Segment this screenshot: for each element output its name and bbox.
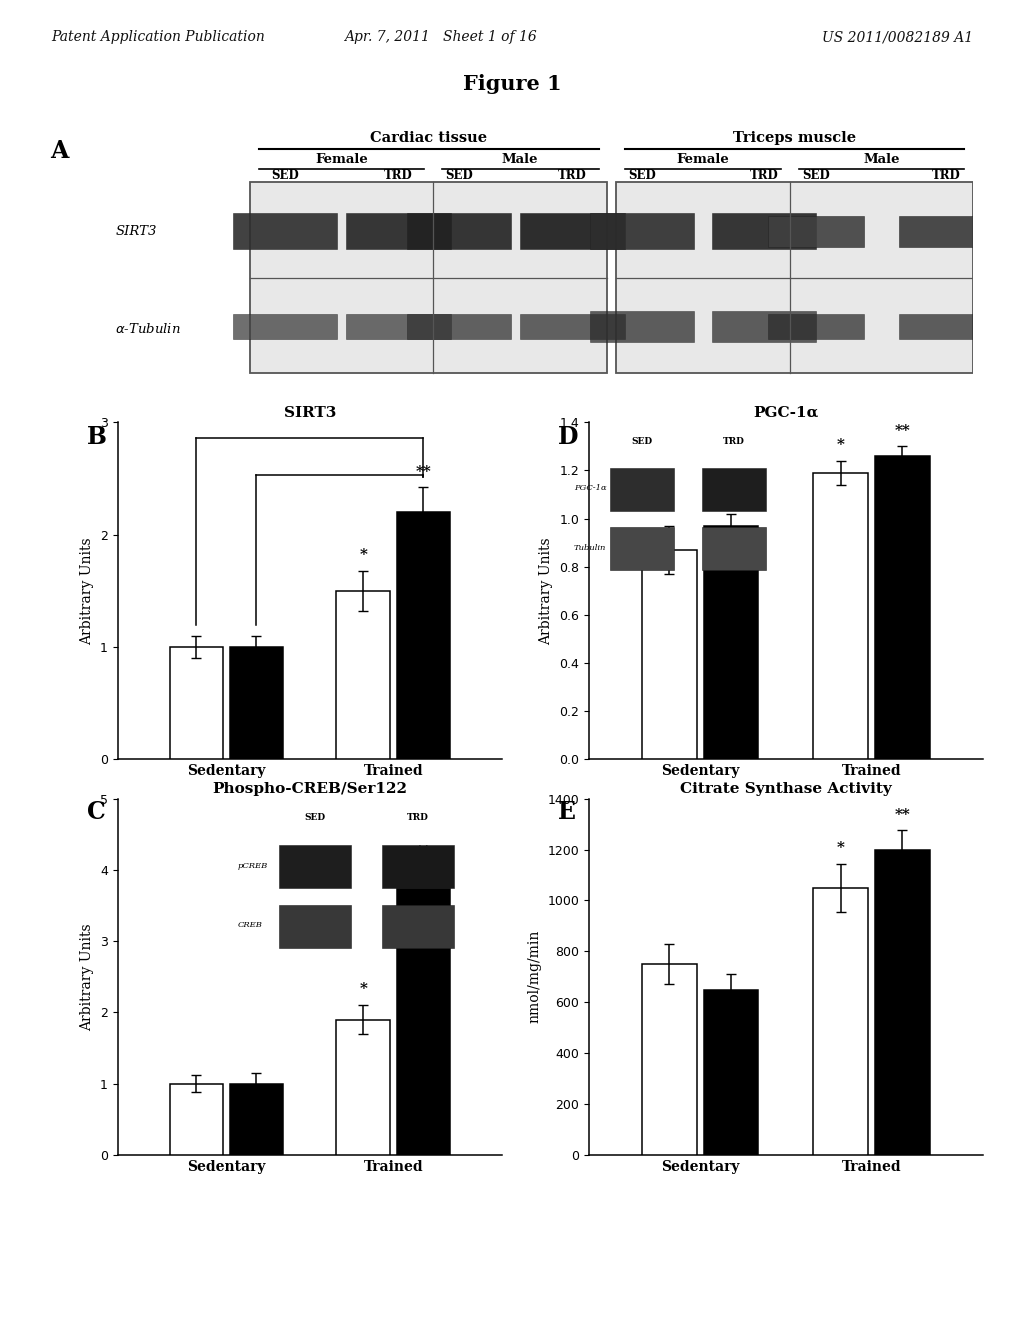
- Text: TRD: TRD: [384, 169, 413, 182]
- Text: SED: SED: [271, 169, 299, 182]
- Text: SIRT3: SIRT3: [116, 224, 157, 238]
- Bar: [616, 182, 973, 372]
- Bar: [229, 647, 283, 759]
- Text: Female: Female: [315, 153, 369, 165]
- Bar: [642, 964, 696, 1155]
- Bar: [520, 214, 625, 249]
- Text: TRD: TRD: [558, 169, 587, 182]
- Text: **: **: [895, 424, 910, 438]
- Title: PGC-1α: PGC-1α: [754, 405, 818, 420]
- Bar: [642, 550, 696, 759]
- Text: Male: Male: [502, 153, 539, 165]
- Bar: [703, 990, 759, 1155]
- Bar: [876, 457, 930, 759]
- Bar: [590, 312, 694, 342]
- Text: A: A: [50, 139, 69, 162]
- Bar: [229, 1084, 283, 1155]
- Bar: [899, 216, 994, 247]
- Bar: [233, 314, 338, 339]
- Text: *: *: [837, 841, 845, 854]
- Bar: [408, 214, 512, 249]
- Y-axis label: Arbitrary Units: Arbitrary Units: [540, 537, 554, 644]
- Bar: [520, 314, 625, 339]
- Bar: [396, 887, 450, 1155]
- Text: Patent Application Publication: Patent Application Publication: [51, 30, 265, 45]
- Title: Citrate Synthase Activity: Citrate Synthase Activity: [680, 781, 892, 796]
- Bar: [337, 1019, 390, 1155]
- Bar: [768, 216, 864, 247]
- Y-axis label: Arbitrary Units: Arbitrary Units: [81, 923, 94, 1031]
- Text: *: *: [359, 982, 368, 997]
- Text: **: **: [895, 808, 910, 821]
- Text: SED: SED: [802, 169, 830, 182]
- Bar: [233, 214, 338, 249]
- Bar: [251, 182, 607, 372]
- Text: Figure 1: Figure 1: [463, 74, 561, 94]
- Bar: [170, 1084, 223, 1155]
- Title: SIRT3: SIRT3: [284, 405, 336, 420]
- Text: E: E: [558, 800, 577, 824]
- Text: D: D: [558, 425, 579, 449]
- Text: **: **: [416, 465, 431, 479]
- Bar: [170, 647, 223, 759]
- Text: Male: Male: [863, 153, 900, 165]
- Text: Triceps muscle: Triceps muscle: [733, 131, 856, 145]
- Text: Female: Female: [677, 153, 729, 165]
- Bar: [813, 473, 868, 759]
- Bar: [396, 512, 450, 759]
- Text: Apr. 7, 2011   Sheet 1 of 16: Apr. 7, 2011 Sheet 1 of 16: [344, 30, 537, 45]
- Text: *: *: [837, 438, 845, 453]
- Bar: [712, 214, 816, 249]
- Bar: [337, 591, 390, 759]
- Bar: [346, 314, 451, 339]
- Text: B: B: [87, 425, 106, 449]
- Bar: [813, 887, 868, 1155]
- Text: $\alpha$-Tubulin: $\alpha$-Tubulin: [116, 322, 181, 337]
- Bar: [408, 314, 512, 339]
- Text: *: *: [359, 548, 368, 562]
- Text: **: **: [416, 845, 431, 859]
- Text: SED: SED: [628, 169, 656, 182]
- Text: US 2011/0082189 A1: US 2011/0082189 A1: [821, 30, 973, 45]
- Y-axis label: Arbitrary Units: Arbitrary Units: [81, 537, 94, 644]
- Title: Phospho-CREB/Ser122: Phospho-CREB/Ser122: [212, 781, 408, 796]
- Bar: [712, 312, 816, 342]
- Text: TRD: TRD: [750, 169, 778, 182]
- Bar: [590, 214, 694, 249]
- Text: SED: SED: [445, 169, 473, 182]
- Text: Cardiac tissue: Cardiac tissue: [371, 131, 487, 145]
- Text: TRD: TRD: [932, 169, 962, 182]
- Bar: [703, 525, 759, 759]
- Bar: [876, 850, 930, 1155]
- Bar: [346, 214, 451, 249]
- Text: C: C: [87, 800, 105, 824]
- Y-axis label: nmol/mg/min: nmol/mg/min: [527, 931, 542, 1023]
- Bar: [899, 314, 994, 339]
- Bar: [768, 314, 864, 339]
